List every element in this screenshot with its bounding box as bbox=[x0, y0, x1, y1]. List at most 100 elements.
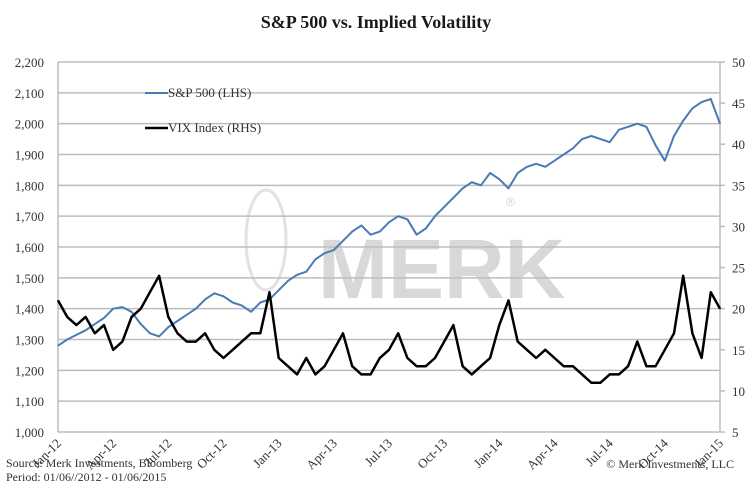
vix-point bbox=[342, 332, 344, 334]
x-tick-label: Jul-13 bbox=[362, 436, 396, 470]
sp500-point bbox=[664, 160, 666, 162]
legend: S&P 500 (LHS) VIX Index (RHS) bbox=[145, 85, 261, 135]
sp500-point bbox=[342, 240, 344, 242]
sp500-point bbox=[149, 332, 151, 334]
left-tick-label: 2,000 bbox=[15, 117, 44, 132]
legend-label-vix: VIX Index (RHS) bbox=[168, 120, 261, 135]
sp500-point bbox=[84, 329, 87, 331]
vix-point bbox=[186, 340, 188, 343]
vix-point bbox=[57, 299, 59, 302]
sp500-point bbox=[278, 289, 280, 291]
sp500-point bbox=[158, 335, 160, 338]
source-note: Source: Merk Investments, Bloomberg bbox=[6, 456, 193, 470]
sp500-point bbox=[140, 323, 142, 325]
sp500-point bbox=[66, 338, 68, 341]
vix-point bbox=[259, 332, 261, 334]
sp500-point bbox=[222, 295, 225, 297]
sp500-point bbox=[719, 123, 721, 125]
left-tick-label: 1,700 bbox=[15, 209, 44, 224]
sp500-point bbox=[461, 187, 464, 190]
vix-point bbox=[176, 332, 179, 334]
sp500-point bbox=[112, 308, 114, 310]
x-tick-label: Jan-14 bbox=[470, 435, 505, 470]
vix-point bbox=[213, 349, 215, 351]
sp500-point bbox=[287, 280, 289, 282]
sp500-point bbox=[526, 166, 528, 168]
left-tick-label: 1,600 bbox=[15, 240, 44, 255]
sp500-point bbox=[691, 107, 694, 109]
sp500-point bbox=[701, 101, 703, 103]
vix-point bbox=[167, 316, 169, 318]
sp500-point bbox=[57, 345, 59, 347]
sp500-point bbox=[599, 138, 602, 140]
vix-point bbox=[719, 308, 721, 310]
vix-point bbox=[461, 365, 464, 367]
sp500-point bbox=[572, 147, 574, 149]
sp500-point bbox=[370, 234, 372, 236]
sp500-point bbox=[415, 234, 418, 236]
left-tick-label: 1,100 bbox=[15, 394, 44, 409]
vix-point bbox=[553, 357, 556, 359]
sp500-point bbox=[379, 230, 381, 233]
left-tick-label: 1,000 bbox=[15, 425, 44, 440]
vix-point bbox=[682, 275, 684, 277]
sp500-point bbox=[333, 249, 335, 251]
sp500-point bbox=[250, 311, 252, 313]
vix-point bbox=[599, 382, 602, 384]
sp500-point bbox=[618, 129, 620, 131]
left-tick-label: 1,900 bbox=[15, 148, 44, 163]
left-tick-label: 1,200 bbox=[15, 363, 44, 378]
left-tick-label: 2,100 bbox=[15, 86, 44, 101]
vix-point bbox=[489, 357, 491, 359]
vix-point bbox=[609, 373, 611, 376]
vix-point bbox=[397, 332, 399, 334]
sp500-point bbox=[645, 126, 648, 128]
sp500-point bbox=[259, 301, 261, 304]
vix-point bbox=[517, 340, 519, 343]
sp500-point bbox=[452, 197, 454, 199]
series-lines bbox=[56, 98, 722, 384]
vix-point bbox=[130, 316, 133, 318]
watermark-text: MERK bbox=[318, 222, 565, 316]
vix-point bbox=[572, 365, 574, 367]
vix-point bbox=[204, 332, 206, 334]
vix-point bbox=[241, 340, 243, 343]
right-tick-label: 40 bbox=[732, 137, 745, 152]
vix-point bbox=[526, 349, 528, 351]
vix-point bbox=[480, 365, 482, 367]
sp500-point bbox=[213, 292, 215, 294]
x-tick-label: Apr-14 bbox=[524, 435, 561, 472]
right-tick-label: 35 bbox=[732, 178, 745, 193]
sp500-point bbox=[167, 326, 169, 328]
sp500-point bbox=[480, 184, 482, 186]
sp500-point bbox=[627, 126, 629, 128]
sp500-point bbox=[121, 306, 123, 308]
chart-title: S&P 500 vs. Implied Volatility bbox=[260, 12, 492, 32]
vix-point bbox=[360, 373, 363, 376]
sp500-point bbox=[590, 135, 592, 137]
vix-point bbox=[443, 340, 445, 343]
x-tick-label: Oct-12 bbox=[193, 436, 229, 472]
sp500-point bbox=[75, 334, 77, 336]
sp500-point bbox=[507, 187, 510, 190]
x-tick-label: Oct-13 bbox=[414, 436, 450, 472]
vix-point bbox=[636, 340, 638, 343]
sp500-point bbox=[314, 258, 317, 260]
vix-point bbox=[222, 357, 225, 359]
sp500-point bbox=[443, 206, 445, 208]
right-tick-label: 25 bbox=[732, 261, 745, 276]
sp500-point bbox=[195, 308, 197, 310]
vix-point bbox=[664, 349, 666, 351]
legend-label-sp500: S&P 500 (LHS) bbox=[168, 85, 251, 100]
vix-point bbox=[388, 349, 390, 351]
vix-point bbox=[701, 357, 703, 359]
vix-point bbox=[471, 373, 473, 376]
vix-point bbox=[195, 340, 197, 343]
sp500-point bbox=[535, 163, 537, 165]
vix-point bbox=[268, 291, 271, 293]
vix-point bbox=[149, 291, 151, 293]
sp500-point bbox=[710, 98, 712, 100]
merk-watermark: MERK ® bbox=[244, 188, 565, 316]
vix-point bbox=[406, 357, 408, 359]
